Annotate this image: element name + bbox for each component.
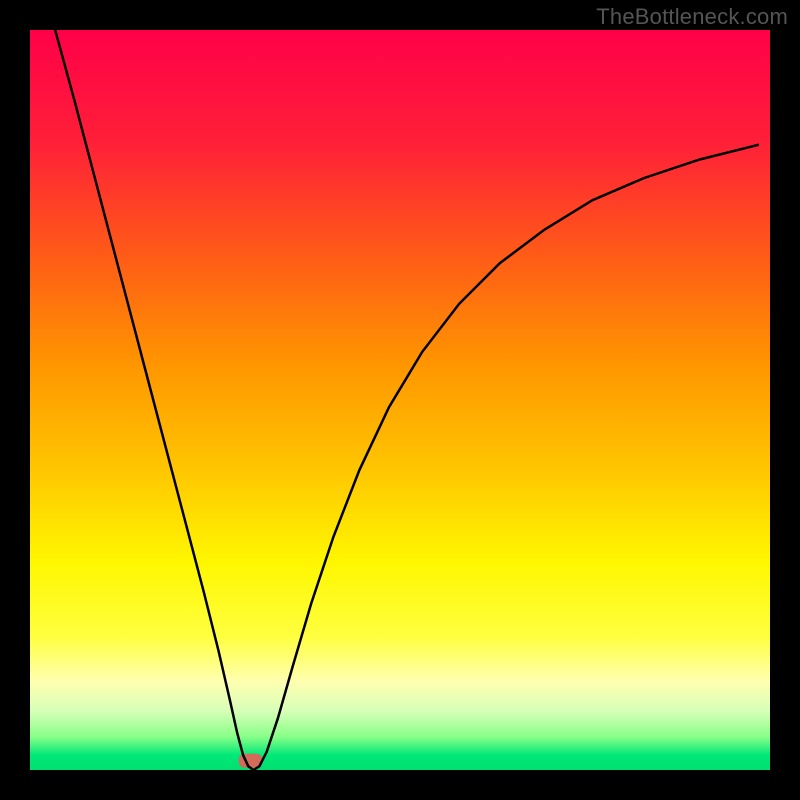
bottleneck-chart bbox=[0, 0, 800, 800]
gradient-background bbox=[30, 30, 770, 770]
chart-container: TheBottleneck.com bbox=[0, 0, 800, 800]
watermark-text: TheBottleneck.com bbox=[596, 4, 788, 30]
